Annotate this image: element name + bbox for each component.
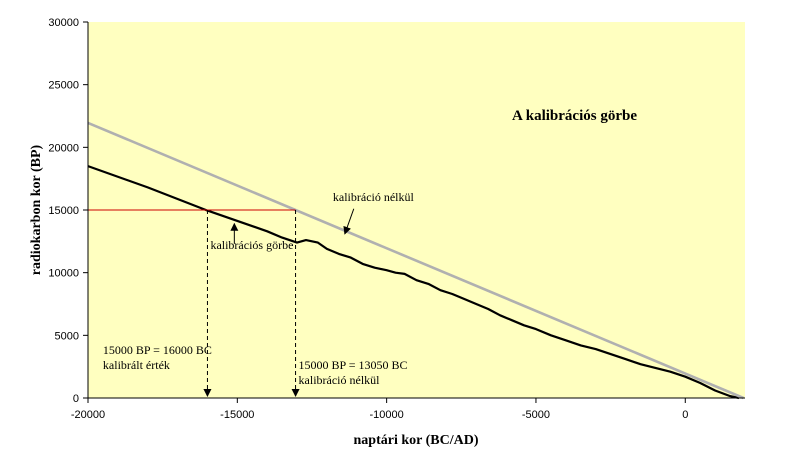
series-line-1 [87, 121, 745, 400]
arrow-layer [230, 208, 355, 244]
series-layer [87, 121, 745, 400]
chart-title: A kalibrációs görbe [512, 108, 637, 124]
y-tick-label: 25000 [48, 80, 79, 92]
x-tick-label: -20000 [71, 409, 105, 421]
x-axis-title: naptári kor (BC/AD) [354, 433, 479, 448]
annotation-arrow-0 [343, 208, 355, 235]
axis-layer: -20000 -15000 -10000 -5000 0 0 5000 10000 15000 2… [48, 17, 745, 421]
y-tick-label: 30000 [48, 17, 79, 29]
annotation-label-1: kalibrációs görbe [210, 238, 293, 252]
y-tick-label: 15000 [48, 205, 79, 217]
guide-layer [203, 210, 300, 397]
annotation-label-3: kalibrált érték [103, 358, 170, 372]
annotation-label-4: 15000 BP = 13050 BC [299, 358, 408, 372]
annotation-label-5: kalibráció nélkül [299, 373, 381, 387]
annotation-label-2: 15000 BP = 16000 BC [103, 343, 212, 357]
x-tick-label: -10000 [370, 409, 404, 421]
series-line-0 [87, 165, 740, 400]
y-tick-label: 5000 [55, 330, 79, 342]
annotation-label-0: kalibráció nélkül [333, 190, 415, 204]
x-tick-label: -15000 [220, 409, 254, 421]
y-axis-title: radiokarbon kor (BP) [29, 144, 44, 275]
x-tick-label: -5000 [522, 409, 550, 421]
x-tick-label: 0 [682, 409, 688, 421]
y-tick-label: 0 [73, 393, 79, 405]
y-tick-label: 10000 [48, 268, 79, 280]
y-tick-label: 20000 [48, 142, 79, 154]
label-layer: kalibráció nélkül kalibrációs görbe 15000 … [103, 190, 415, 387]
